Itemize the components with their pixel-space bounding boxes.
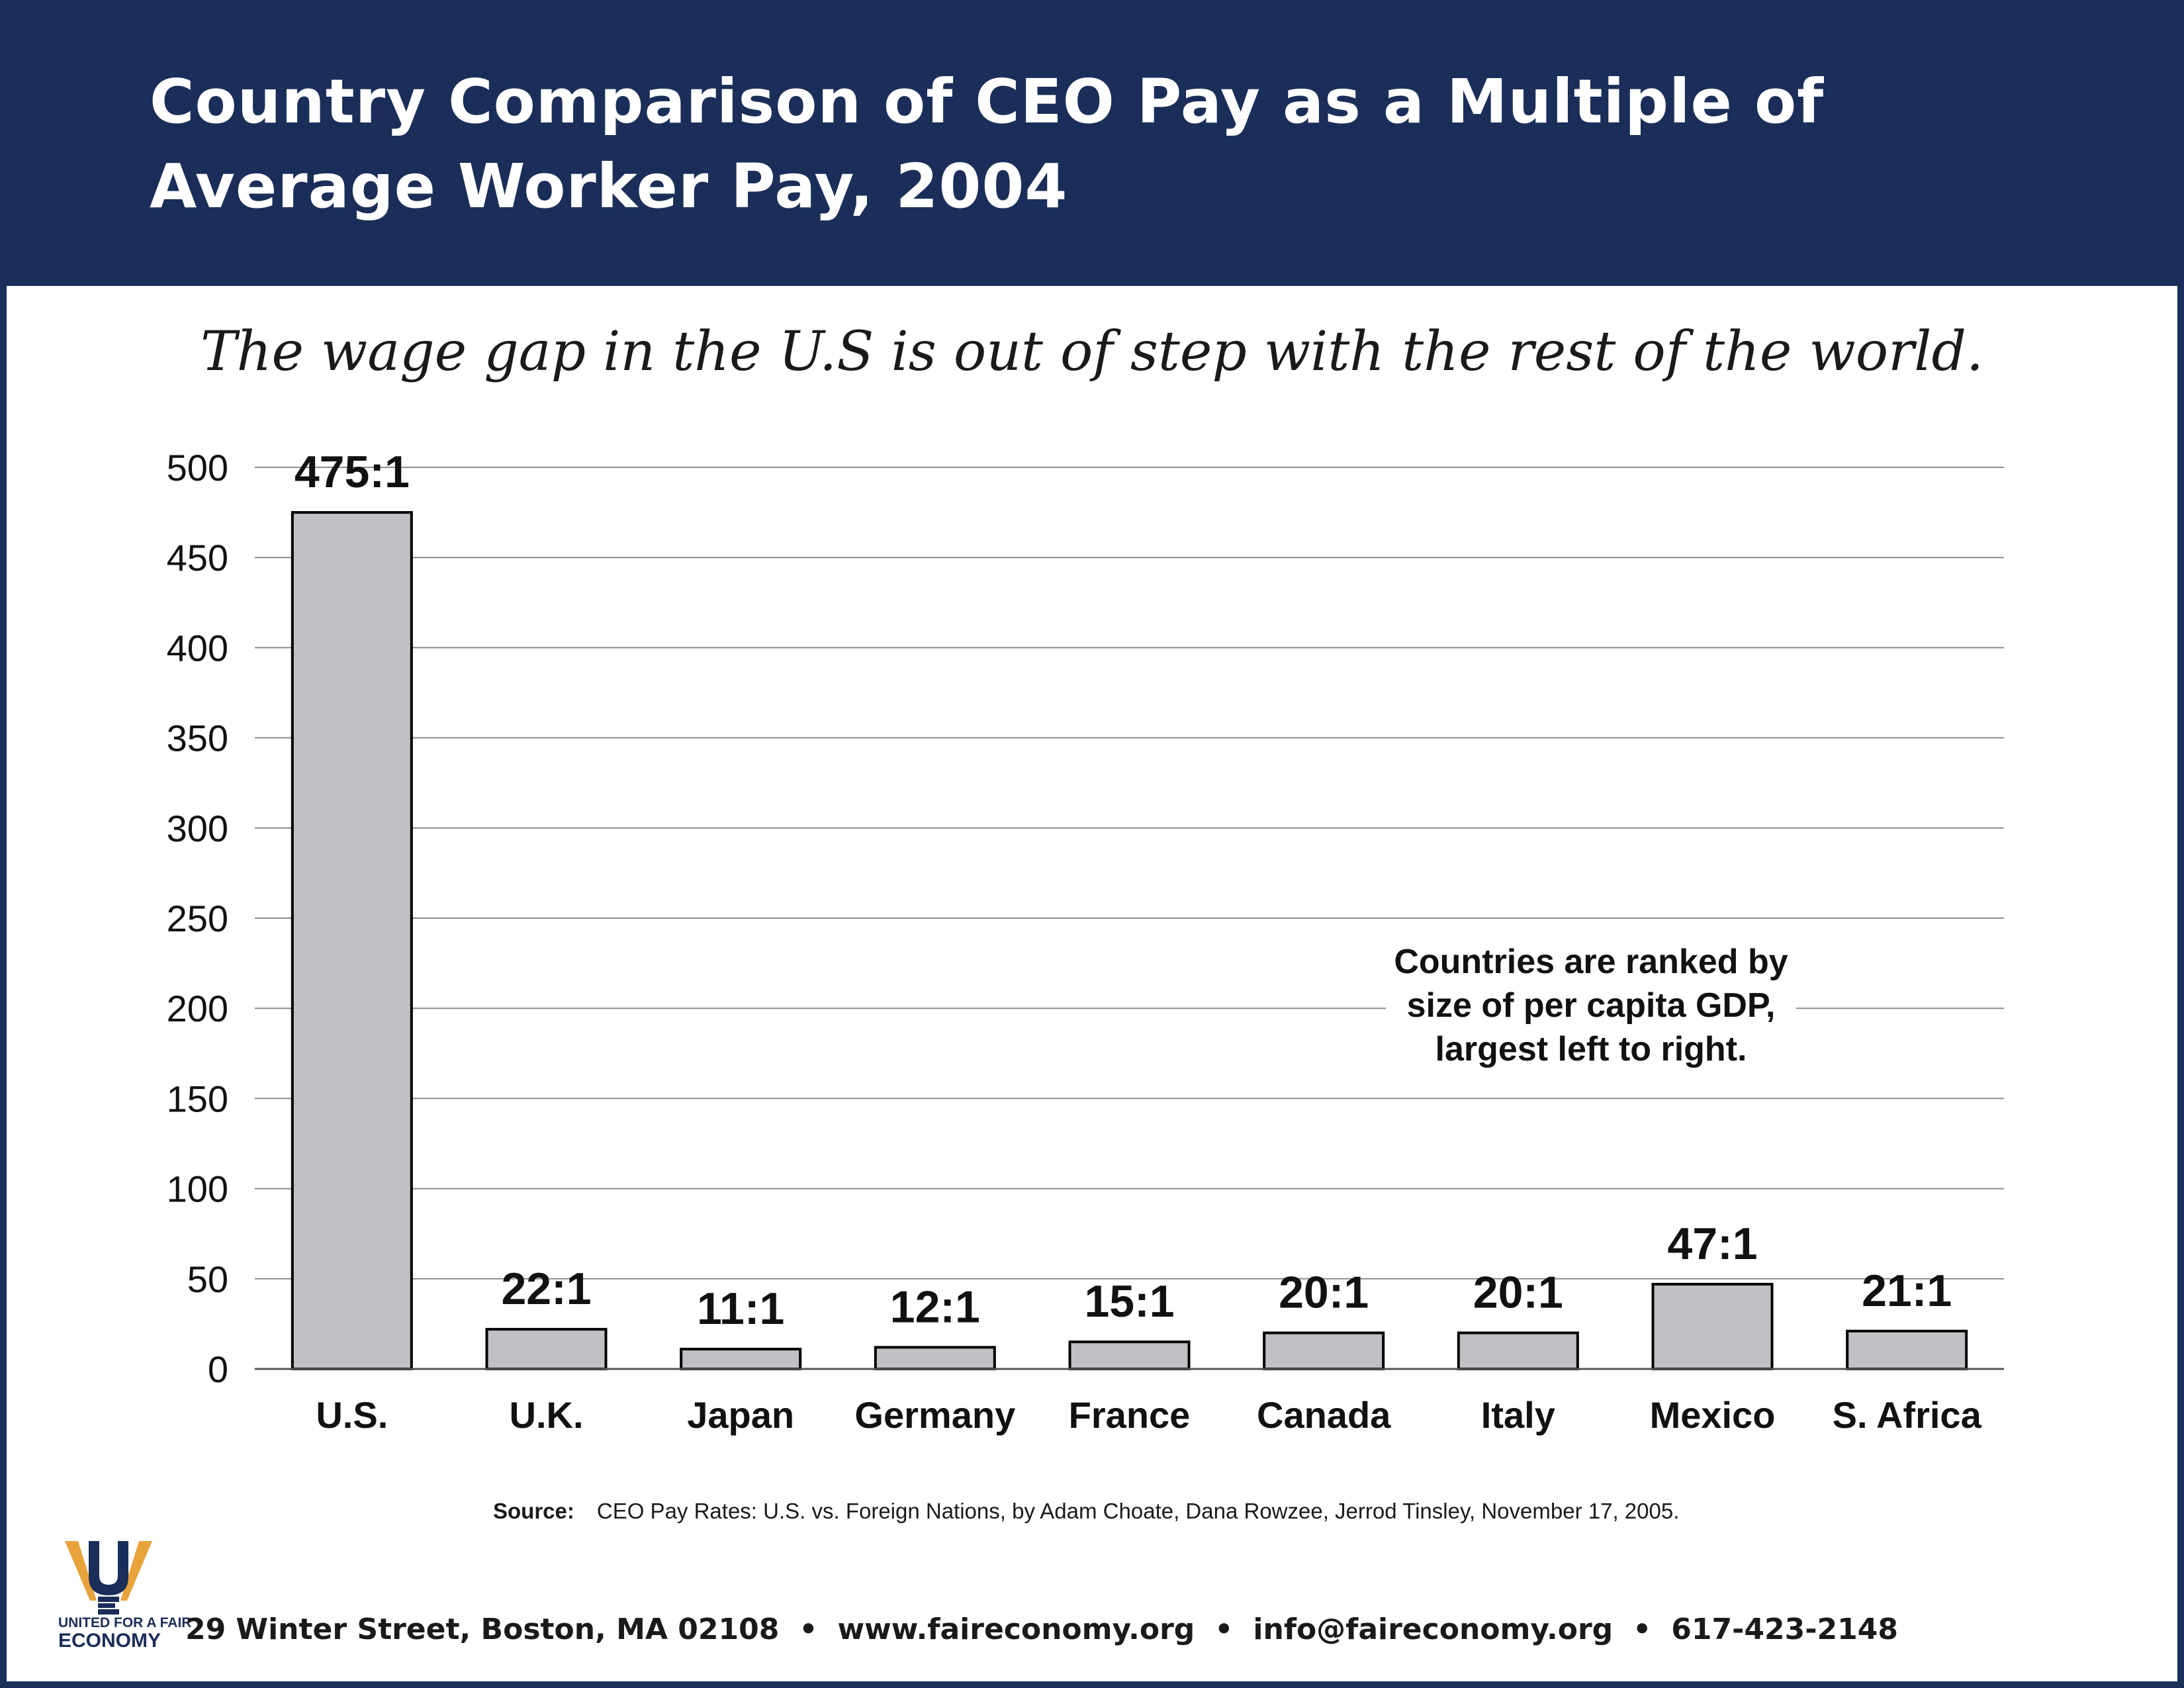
data-label: 47:1 [1667,1219,1757,1269]
data-label: 21:1 [1862,1266,1952,1316]
bar [1263,1331,1385,1371]
chart-subtitle: The wage gap in the U.S is out of step w… [200,320,1984,383]
y-tick-label: 300 [167,808,228,849]
footer-separator: • [1214,1613,1234,1646]
data-label: 12:1 [890,1282,980,1332]
footer-contact: 29 Winter Street, Boston, MA 02108 • www.f… [185,1613,1898,1646]
ranking-note-line1: Countries are ranked by [1394,943,1788,981]
x-tick-label: Japan [687,1394,794,1436]
footer-separator: • [1633,1613,1652,1646]
logo-text-line1: UNITED FOR A FAIR [58,1615,192,1630]
source-label: Source: [493,1499,574,1523]
data-label: 11:1 [697,1284,784,1334]
x-tick-label: Canada [1257,1394,1391,1436]
x-tick-label: S. Africa [1833,1394,1982,1436]
logo-text-line2: ECONOMY [58,1630,161,1652]
y-tick-label: 250 [167,898,228,939]
ranking-note: Countries are ranked by size of per capi… [1386,940,1796,1071]
data-label: 475:1 [295,447,410,497]
bar [874,1346,996,1371]
y-tick-label: 500 [167,447,228,489]
x-tick-label: U.K. [510,1394,584,1436]
footer-phone: 617-423-2148 [1671,1613,1898,1646]
header-banner: Country Comparison of CEO Pay as a Multi… [0,0,2184,286]
data-label: 15:1 [1084,1276,1174,1327]
bar [1846,1329,1968,1371]
x-tick-label: France [1069,1394,1191,1436]
y-tick-label: 50 [187,1258,228,1300]
bar [1068,1340,1191,1371]
ufe-logo-icon [65,1541,152,1615]
x-tick-label: Germany [854,1394,1015,1436]
ufe-logo: UNITED FOR A FAIR ECONOMY [58,1537,192,1652]
ranking-note-line2: size of per capita GDP, [1406,986,1776,1025]
data-label: 20:1 [1473,1268,1563,1318]
source-text: CEO Pay Rates: U.S. vs. Foreign Nations,… [596,1499,1680,1523]
data-label: 20:1 [1279,1268,1369,1318]
footer-email[interactable]: info@faireconomy.org [1253,1613,1614,1646]
y-tick-label: 0 [208,1348,228,1390]
x-tick-label: Mexico [1650,1394,1776,1436]
chart-title-line2: Average Worker Pay, 2004 [150,151,1068,222]
ranking-note-line3: largest left to right. [1435,1030,1747,1068]
data-label: 22:1 [501,1264,591,1314]
bar [680,1348,802,1371]
bar [291,511,413,1370]
bar [1651,1282,1774,1371]
y-tick-label: 450 [167,537,228,579]
y-tick-label: 400 [167,627,228,669]
bar [485,1328,608,1371]
footer-address: 29 Winter Street, Boston, MA 02108 [185,1613,780,1646]
y-tick-label: 150 [167,1078,228,1119]
x-tick-label: U.S. [316,1394,388,1436]
y-tick-label: 200 [167,988,228,1029]
y-tick-label: 100 [167,1168,228,1210]
y-tick-label: 350 [167,718,228,759]
chart-title-line1: Country Comparison of CEO Pay as a Multi… [150,66,1825,137]
source-note: Source: CEO Pay Rates: U.S. vs. Foreign N… [493,1499,1679,1524]
footer-website[interactable]: www.faireconomy.org [837,1613,1195,1646]
x-tick-label: Italy [1481,1394,1555,1436]
bar [1457,1331,1579,1371]
footer-separator: • [799,1613,818,1646]
